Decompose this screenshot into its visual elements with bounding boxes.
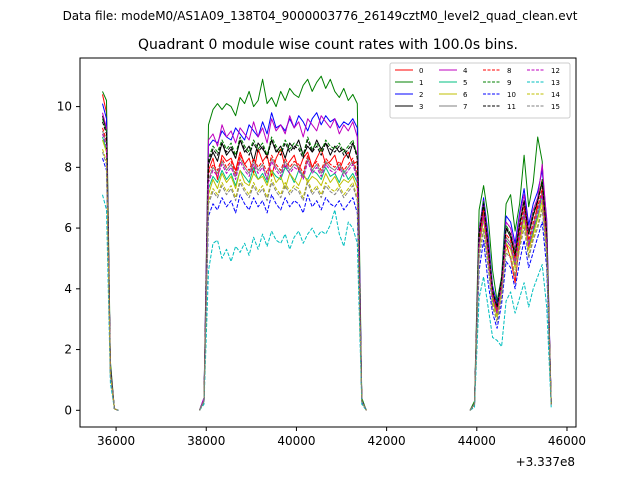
legend-label: 0 [419, 67, 423, 75]
x-tick-label: 42000 [368, 434, 406, 448]
y-tick-label: 8 [64, 160, 72, 174]
y-tick-label: 6 [64, 221, 72, 235]
legend-label: 3 [419, 103, 423, 111]
legend-label: 6 [463, 91, 468, 99]
y-tick-label: 4 [64, 282, 72, 296]
y-axis: 0 2 4 6 8 10 [57, 100, 80, 417]
legend-item: 12 [527, 67, 560, 75]
series-10-segment [469, 221, 552, 411]
series-12-segment [199, 160, 367, 411]
series-14-segment [102, 148, 119, 411]
series-11-segment [469, 182, 552, 411]
x-tick-label: 36000 [97, 434, 135, 448]
legend-item: 11 [483, 103, 516, 111]
series-13-segment [199, 209, 367, 411]
series-10-segment [199, 194, 367, 411]
legend-item: 4 [439, 67, 468, 75]
legend-label: 12 [551, 67, 560, 75]
y-tick-label: 0 [64, 403, 72, 417]
series-8-segment [199, 154, 367, 411]
x-axis-offset-label: +3.337e8 [516, 455, 575, 469]
legend-item: 2 [395, 91, 423, 99]
legend-label: 4 [463, 67, 468, 75]
series-11-segment [199, 139, 367, 411]
axes-frame [79, 57, 577, 428]
figure-suptitle: Data file: modeM0/AS1A09_138T04_90000037… [63, 9, 578, 23]
series-13-segment [469, 264, 552, 411]
legend-item: 13 [527, 79, 560, 87]
series-13-line [102, 194, 552, 411]
legend-label: 9 [507, 79, 511, 87]
x-tick-label: 38000 [187, 434, 225, 448]
legend-box [389, 62, 571, 119]
series-8-segment [469, 188, 552, 411]
series-1-segment [199, 75, 367, 411]
x-axis: 36000 38000 40000 42000 44000 46000 [97, 427, 586, 448]
series-14-line [102, 148, 552, 411]
series-15-segment [469, 209, 552, 411]
legend-label: 11 [507, 103, 516, 111]
legend-item: 0 [395, 67, 423, 75]
legend-label: 5 [463, 79, 467, 87]
legend-item: 10 [483, 91, 516, 99]
chart-title: Quadrant 0 module wise count rates with … [138, 37, 518, 53]
legend-label: 1 [419, 79, 423, 87]
legend-label: 14 [551, 91, 560, 99]
x-tick-label: 40000 [277, 434, 315, 448]
legend-item: 8 [483, 67, 511, 75]
legend-label: 10 [507, 91, 516, 99]
plot-lines [102, 75, 552, 411]
legend-item: 14 [527, 91, 560, 99]
legend-label: 13 [551, 79, 560, 87]
series-4-segment [199, 115, 367, 411]
series-5-segment [199, 166, 367, 411]
series-9-segment [199, 136, 367, 411]
legend-item: 9 [483, 79, 511, 87]
legend-label: 7 [463, 103, 467, 111]
series-14-segment [469, 206, 552, 411]
legend-item: 15 [527, 103, 560, 111]
legend-label: 15 [551, 103, 560, 111]
series-6-segment [199, 169, 367, 411]
legend-item: 1 [395, 79, 423, 87]
series-1-segment [469, 136, 552, 411]
series-15-segment [102, 151, 119, 411]
y-tick-label: 10 [57, 100, 72, 114]
series-13-segment [102, 194, 119, 411]
series-3-segment [199, 139, 367, 411]
legend-label: 8 [507, 67, 511, 75]
series-4-segment [469, 163, 552, 411]
series-15-segment [199, 182, 367, 411]
legend-label: 2 [419, 91, 423, 99]
series-15-line [102, 151, 552, 411]
series-2-segment [199, 112, 367, 411]
legend-item: 5 [439, 79, 467, 87]
series-7-segment [199, 157, 367, 411]
legend-item: 3 [395, 103, 423, 111]
x-tick-label: 46000 [548, 434, 586, 448]
legend-item: 7 [439, 103, 467, 111]
series-12-segment [469, 194, 552, 411]
y-tick-label: 2 [64, 343, 72, 357]
legend-item: 6 [439, 91, 468, 99]
series-14-segment [199, 179, 367, 411]
x-tick-label: 44000 [458, 434, 496, 448]
series-2-segment [469, 169, 552, 411]
